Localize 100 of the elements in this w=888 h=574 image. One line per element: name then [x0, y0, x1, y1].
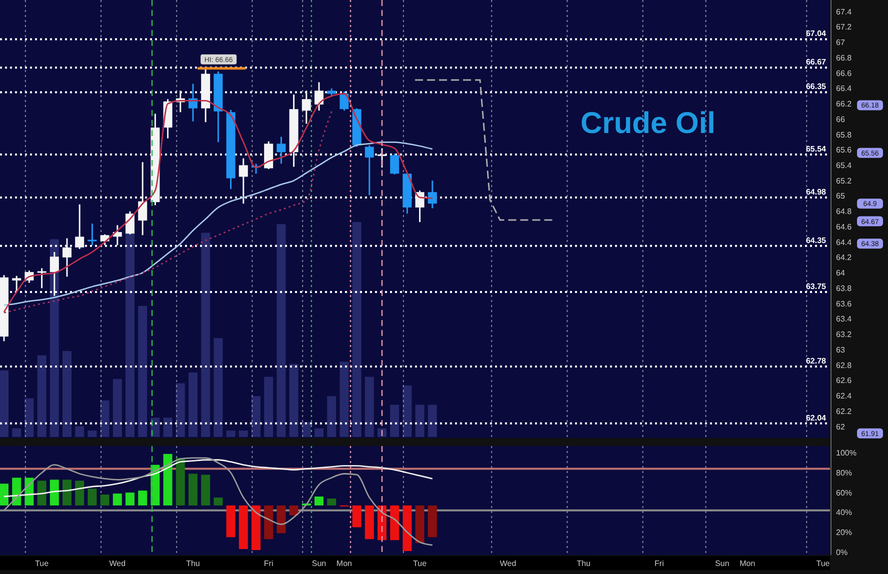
bar: [188, 474, 198, 506]
bar: [75, 426, 84, 437]
bar: [226, 430, 236, 437]
x-tick-label: Tue: [35, 559, 50, 568]
y-tick-label: 66: [836, 114, 846, 124]
y-tick-label: 100%: [836, 448, 856, 458]
bar: [112, 378, 122, 437]
bar: [352, 505, 362, 528]
y-tick-label: 67: [836, 38, 846, 48]
y-tick-label: 63: [836, 345, 846, 354]
bar: [126, 492, 134, 506]
line-series: [3, 110, 332, 314]
bar: [352, 222, 362, 437]
candlestick: [390, 152, 400, 176]
bar: [314, 428, 324, 437]
y-tick-label: 0%: [836, 548, 848, 557]
x-tick-label: Tue: [413, 559, 428, 568]
y-tick-label: 66.4: [836, 84, 852, 94]
candlestick: [126, 210, 134, 236]
bar: [50, 480, 59, 506]
bar: [402, 385, 412, 437]
y-tick-label: 63.4: [836, 314, 852, 324]
bar: [378, 428, 386, 437]
ref-line-label: 63.75: [806, 282, 827, 291]
bar: [428, 505, 437, 538]
bar: [201, 232, 210, 437]
x-tick-label: Mon: [740, 559, 756, 568]
bar: [138, 306, 148, 437]
ref-line-label: 64.35: [806, 236, 827, 245]
bar: [276, 224, 286, 437]
x-tick-label: Wed: [109, 559, 126, 568]
y-tick-label: 65.8: [836, 130, 852, 140]
bar: [138, 490, 148, 506]
y-tick-label: 64.8: [836, 207, 852, 216]
ref-line-label: 66.67: [806, 58, 827, 67]
bar: [276, 505, 286, 534]
bar: [402, 505, 412, 552]
bar: [176, 383, 185, 437]
bar: [24, 398, 34, 437]
bar: [390, 505, 400, 540]
y-tick-label: 66.2: [836, 100, 852, 109]
candlestick: [37, 267, 46, 289]
bar: [100, 400, 110, 437]
candlestick: [364, 144, 374, 196]
y-tick-label: 65.2: [836, 176, 852, 186]
bar: [62, 480, 72, 506]
bar: [37, 480, 46, 506]
bar: [163, 418, 172, 437]
candlestick: [276, 136, 286, 164]
bar: [264, 505, 274, 540]
ref-line-label: 66.35: [806, 82, 827, 92]
bar: [252, 396, 260, 437]
x-tick-label: Tue: [816, 559, 830, 568]
y-tick-label: 40%: [836, 508, 852, 518]
x-tick-label: Fri: [264, 559, 274, 568]
bar: [188, 372, 198, 437]
bar: [314, 496, 324, 506]
candlestick: [340, 90, 349, 112]
y-tick-label: 67.2: [836, 22, 852, 32]
bar: [88, 488, 97, 506]
y-tick-label: 64: [836, 268, 846, 278]
candlestick: [428, 180, 437, 209]
bar: [75, 480, 84, 506]
bar: [252, 505, 260, 550]
x-tick-label: Sun: [312, 559, 326, 568]
bar: [62, 351, 72, 437]
bar: [37, 355, 46, 437]
text: Crude Oil: [580, 107, 716, 140]
bar: [289, 505, 298, 516]
bar: [150, 418, 160, 437]
bar: [201, 474, 210, 506]
bar: [302, 422, 311, 437]
bar: [176, 458, 185, 506]
ref-line-label: 65.54: [806, 144, 827, 154]
y-tick-label: 67.4: [836, 7, 852, 16]
x-tick-label: Thu: [186, 559, 200, 568]
x-tick-label: Sun: [715, 559, 730, 568]
y-tick-label: 65.6: [836, 146, 852, 155]
y-tick-label: 66.8: [836, 53, 852, 62]
candlestick: [88, 222, 97, 246]
ref-line-label: 62.04: [806, 413, 827, 422]
x-tick-label: Wed: [500, 559, 516, 568]
y-tick-label: 62.8: [836, 360, 852, 370]
x-tick-label: Fri: [654, 559, 664, 568]
bar: [238, 505, 248, 550]
y-tick-label: 64.4: [836, 238, 852, 247]
x-tick-label: Thu: [576, 559, 590, 568]
y-tick-label: 80%: [836, 468, 852, 478]
y-tick-label: 64.2: [836, 253, 852, 262]
ref-line-label: 62.78: [806, 356, 827, 366]
bar: [364, 505, 374, 540]
bar: [327, 498, 336, 506]
bar: [327, 396, 336, 437]
y-tick-label: 65: [836, 192, 846, 201]
bar: [163, 454, 172, 506]
y-tick-label: 62.2: [836, 406, 852, 416]
bar: [415, 505, 424, 544]
line-series: [3, 459, 434, 498]
bar: [238, 430, 248, 437]
bar: [289, 364, 298, 437]
